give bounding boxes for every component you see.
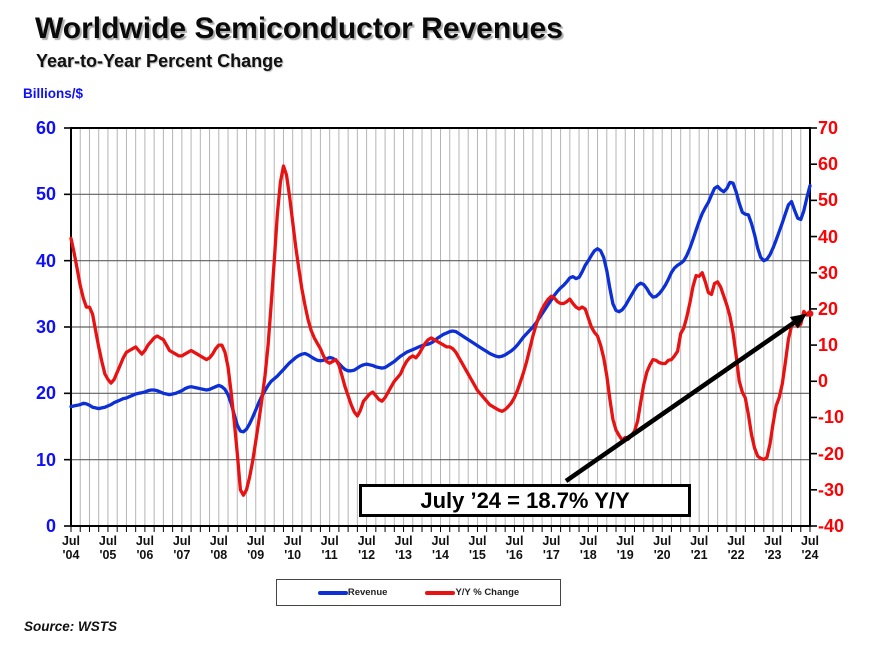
source-note: Source: WSTS [24,619,118,634]
chart-title: Worldwide Semiconductor Revenues [35,12,563,45]
revenue-line [69,180,812,434]
yy-change-line [69,164,812,497]
left-axis-unit-label: Billions/$ [23,86,84,101]
legend: Revenue Y/Y % Change [276,579,561,606]
legend-item-revenue: Revenue [317,587,388,598]
annotation-text: July ’24 = 18.7% Y/Y [420,487,630,513]
legend-line-swatch-yy-change [425,590,456,595]
legend-item-yy-change: Y/Y % Change [425,587,519,598]
legend-label-revenue: Revenue [347,587,388,598]
legend-line-swatch-revenue [317,590,348,595]
chart-subtitle: Year-to-Year Percent Change [36,51,284,71]
yy-final-point-marker [806,310,814,318]
annotation-callout: July ’24 = 18.7% Y/Y [359,484,691,517]
annotation-arrow-line [564,320,796,483]
legend-label-yy-change: Y/Y % Change [455,587,520,598]
annotation-arrow-head [789,313,807,329]
